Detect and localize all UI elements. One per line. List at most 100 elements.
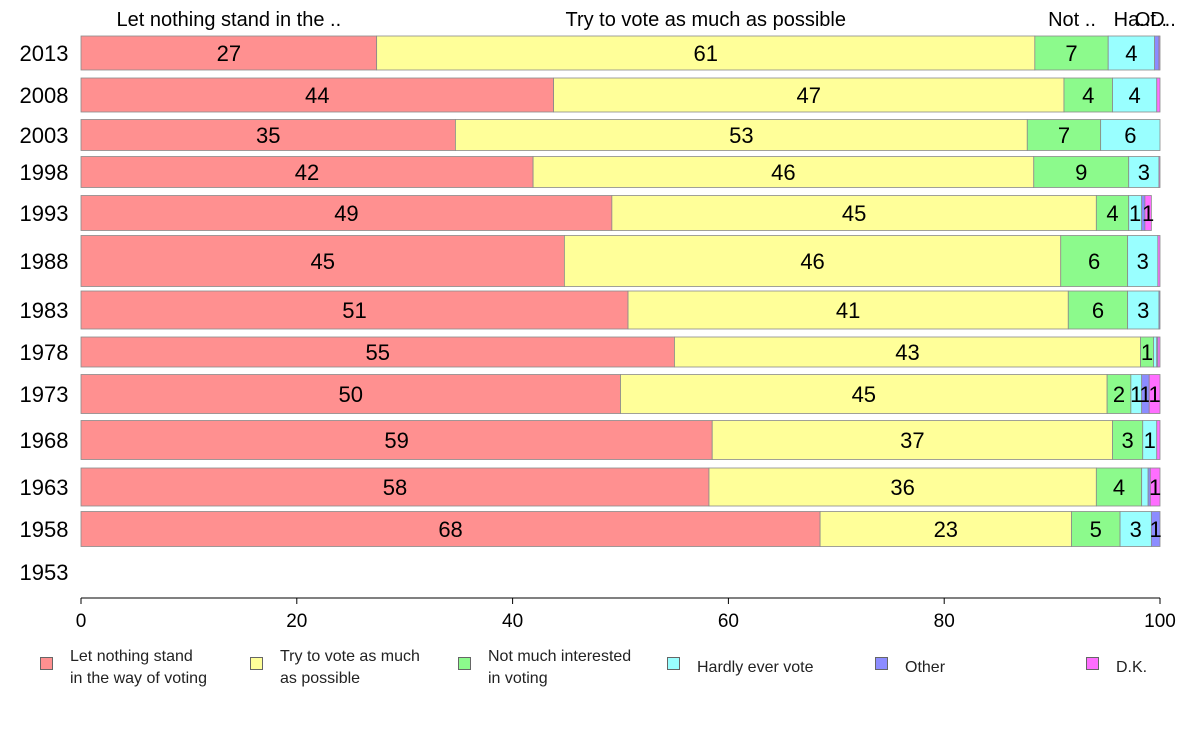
top-series-label: Ot.. (1135, 9, 1167, 31)
bar-segment (1158, 290, 1161, 330)
bar-segment (674, 336, 1141, 368)
data-label: 4 (1082, 83, 1094, 108)
data-label: 4 (1113, 475, 1125, 500)
legend-item: Let nothing stand in the way of voting (40, 646, 207, 690)
year-label: 1988 (20, 249, 69, 274)
bar-segment (627, 290, 1069, 330)
bar-segment (80, 420, 713, 460)
x-tick-label: 0 (76, 611, 87, 632)
bar-segment (1095, 195, 1130, 231)
data-label: 4 (1125, 41, 1137, 66)
top-series-label: Ha.. (1114, 9, 1151, 31)
legend-item: Other (875, 646, 945, 679)
data-label: 47 (797, 83, 821, 108)
data-label: 3 (1130, 517, 1142, 542)
bar-segment (711, 420, 1113, 460)
data-label: 6 (1088, 249, 1100, 274)
bar-segment (1112, 77, 1158, 113)
bar-segment (708, 467, 1097, 507)
bar-segment (1071, 511, 1121, 547)
bar-segment (1060, 235, 1129, 287)
bar-segment (611, 195, 1097, 231)
bar-segment (553, 77, 1065, 113)
bar-segment (1063, 77, 1113, 113)
year-label: 1968 (20, 428, 69, 453)
year-label: 1953 (20, 560, 69, 585)
data-label: 1 (1148, 382, 1160, 407)
bar-segment (1095, 467, 1143, 507)
legend-label: Let nothing stand in the way of voting (70, 648, 207, 687)
bar-segment (80, 195, 613, 231)
bar-segment (80, 119, 456, 151)
data-label: 43 (895, 340, 919, 365)
data-label: 68 (438, 517, 462, 542)
data-label: 36 (890, 475, 914, 500)
bar-segment (1034, 35, 1109, 71)
top-series-label: Try to vote as much as possible (565, 9, 846, 31)
legend-label: Try to vote as much as possible (280, 648, 420, 687)
year-label: 2003 (20, 123, 69, 148)
legend-swatch (667, 657, 680, 670)
legend-swatch (250, 657, 263, 670)
bar-segment (1141, 467, 1149, 507)
bar-segment (1158, 35, 1161, 71)
year-label: 1993 (20, 201, 69, 226)
bar-segment (1148, 374, 1161, 414)
data-label: 49 (334, 201, 358, 226)
data-label: 3 (1137, 298, 1149, 323)
legend-swatch (1086, 657, 1099, 670)
data-label: 59 (384, 428, 408, 453)
bar-segment (1157, 336, 1161, 368)
bar-segment (80, 467, 710, 507)
top-series-label: D.. (1150, 9, 1176, 31)
bar-segment (532, 156, 1035, 188)
legend-label: Hardly ever vote (697, 659, 814, 676)
bar-segment (1067, 290, 1129, 330)
data-label: 4 (1129, 83, 1141, 108)
data-label: 58 (383, 475, 407, 500)
data-label: 3 (1138, 160, 1150, 185)
legend-item: Not much interested in voting (458, 646, 631, 690)
bar-segment (1144, 195, 1152, 231)
data-label: 7 (1058, 123, 1070, 148)
bar-segment (80, 156, 534, 188)
bar-segment (1100, 119, 1161, 151)
data-label: 37 (900, 428, 924, 453)
year-label: 2013 (20, 41, 69, 66)
data-label: 46 (800, 249, 824, 274)
legend: Let nothing stand in the way of voting Tr… (0, 646, 1188, 706)
data-label: 4 (1106, 201, 1118, 226)
legend-label: Other (905, 659, 946, 676)
bar-segment (819, 511, 1072, 547)
legend-swatch (458, 657, 471, 670)
year-label: 1973 (20, 382, 69, 407)
data-label: 1 (1142, 201, 1154, 226)
bar-segment (1112, 420, 1144, 460)
bar-segment (1119, 511, 1152, 547)
data-label: 61 (693, 41, 717, 66)
year-label: 1983 (20, 298, 69, 323)
data-label: 1 (1139, 382, 1151, 407)
year-label: 1958 (20, 517, 69, 542)
bar-segment (80, 290, 629, 330)
year-label: 1998 (20, 160, 69, 185)
data-label: 44 (305, 83, 329, 108)
data-label: 41 (836, 298, 860, 323)
data-label: 1 (1149, 475, 1161, 500)
bar-segment (1033, 156, 1130, 188)
data-label: 6 (1092, 298, 1104, 323)
data-label: 35 (256, 123, 280, 148)
data-label: 23 (934, 517, 958, 542)
year-label: 1963 (20, 475, 69, 500)
data-label: 55 (365, 340, 389, 365)
legend-label: D.K. (1116, 659, 1148, 676)
legend-item: D.K. (1086, 646, 1147, 679)
x-tick-label: 40 (502, 611, 523, 632)
data-label: 1 (1130, 382, 1142, 407)
bar-segment (1127, 290, 1160, 330)
data-label: 9 (1075, 160, 1087, 185)
data-label: 51 (342, 298, 366, 323)
bar-segment (80, 336, 675, 368)
year-label: 1978 (20, 340, 69, 365)
